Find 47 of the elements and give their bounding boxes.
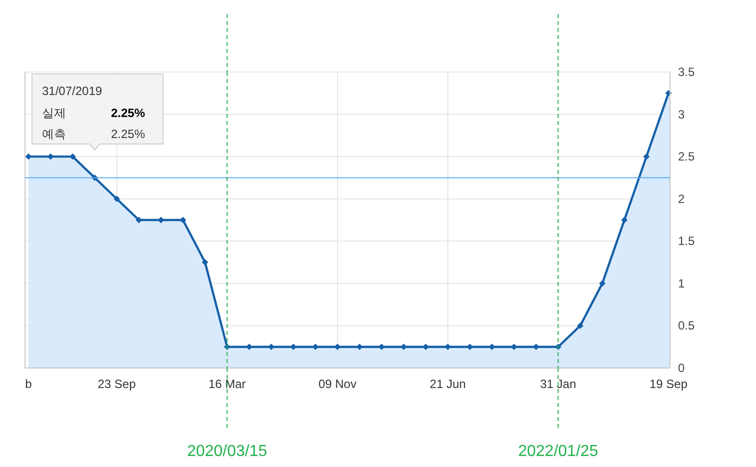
point (334, 344, 341, 350)
ref-line-label: 2022/01/25 (518, 443, 598, 460)
point (114, 196, 120, 202)
point (621, 216, 628, 224)
point (444, 344, 452, 350)
point (25, 153, 32, 160)
y-tick-label: 3 (678, 107, 685, 122)
point (246, 344, 252, 350)
annotation: 2.25% (110, 127, 146, 141)
point (290, 344, 297, 350)
x-tick-label: 23 Sep (98, 377, 136, 391)
y-tick-label: 2 (678, 192, 685, 206)
point (268, 344, 274, 350)
y-tick-label: 0 (678, 361, 685, 375)
point (488, 344, 496, 350)
y-tick-label: 1 (678, 276, 685, 290)
point (356, 344, 363, 350)
point (202, 259, 208, 266)
x-tick-label: 19 Sep (649, 377, 688, 391)
annotation: 실제 (42, 106, 66, 120)
point (422, 344, 429, 350)
y-tick-label: 3.5 (678, 65, 696, 79)
point (378, 344, 385, 350)
point (466, 344, 474, 350)
point (400, 344, 407, 350)
point (599, 280, 606, 287)
point (180, 216, 186, 224)
point (643, 153, 650, 160)
ref-line-label: 2020/03/15 (187, 443, 268, 460)
point (532, 344, 540, 350)
point (47, 153, 54, 160)
point (510, 344, 518, 350)
x-tick-label: b (25, 377, 32, 391)
x-tick-label: 31 Jan (540, 377, 576, 391)
point (312, 344, 319, 350)
x-tick-label: 21 Jun (430, 377, 466, 391)
point (69, 153, 76, 160)
annotation: 31/07/2019 (42, 84, 102, 98)
x-tick-label: 16 Mar (208, 377, 246, 391)
annotation: 2.25% (110, 106, 146, 120)
x-tick-label: 09 Nov (318, 377, 356, 391)
annotation: 예측 (42, 127, 66, 141)
y-tick-label: 0.5 (678, 318, 696, 333)
y-tick-label: 1.5 (678, 234, 696, 248)
point (577, 322, 584, 329)
y-tick-label: 2.5 (678, 150, 696, 164)
point (158, 216, 164, 224)
